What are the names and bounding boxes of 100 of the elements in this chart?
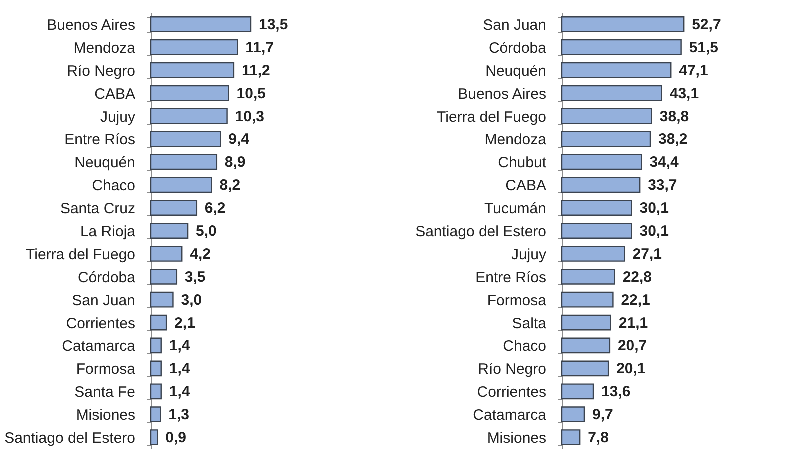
bar xyxy=(150,223,189,239)
data-label: 13,6 xyxy=(602,384,631,401)
data-label: 0,9 xyxy=(166,430,187,447)
bar xyxy=(150,154,218,170)
data-label: 3,0 xyxy=(181,292,202,309)
data-label: 1,4 xyxy=(169,338,191,355)
bar xyxy=(561,200,632,216)
data-label: 1,4 xyxy=(169,384,191,401)
bar xyxy=(150,246,183,262)
bar xyxy=(150,108,228,124)
y-tick-label: La Rioja xyxy=(80,224,136,240)
data-label: 52,7 xyxy=(692,16,722,34)
bar xyxy=(150,85,230,102)
y-tick-label: Formosa xyxy=(487,292,548,310)
y-tick-label: Santa Cruz xyxy=(60,200,136,218)
bar xyxy=(561,62,672,78)
data-label: 1,3 xyxy=(168,406,190,424)
bar xyxy=(150,360,162,377)
bar xyxy=(150,338,162,354)
data-label: 8,9 xyxy=(224,154,246,172)
y-tick-label: Catamarca xyxy=(62,338,136,356)
bar xyxy=(561,338,611,354)
y-tick-label: Neuquén xyxy=(74,154,136,172)
bar xyxy=(150,131,222,148)
y-tick-label: CABA xyxy=(94,86,136,103)
y-tick-label: Salta xyxy=(512,315,548,332)
data-label: 33,7 xyxy=(648,177,678,194)
bar xyxy=(150,268,178,285)
bar xyxy=(561,360,610,377)
y-tick-label: Neuquén xyxy=(486,62,546,80)
data-label: 8,2 xyxy=(220,177,241,194)
y-tick-label: Córdoba xyxy=(488,40,548,57)
data-label: 9,7 xyxy=(592,406,614,424)
data-label: 22,8 xyxy=(622,268,652,286)
data-label: 47,1 xyxy=(679,62,708,80)
bar xyxy=(561,430,581,446)
bar xyxy=(561,223,632,239)
y-tick-label: Corrientes xyxy=(477,384,546,402)
y-tick-label: Buenos Aires xyxy=(47,16,136,34)
data-label: 51,5 xyxy=(689,39,719,56)
bar xyxy=(150,16,252,32)
bar xyxy=(150,39,238,56)
y-tick-label: San Juan xyxy=(72,292,136,310)
y-tick-label: Jujuy xyxy=(511,246,547,264)
y-tick-label: Catamarca xyxy=(473,407,548,424)
data-label: 1,4 xyxy=(169,360,191,378)
data-label: 11,2 xyxy=(242,62,270,80)
y-tick-label: Chubut xyxy=(498,154,548,172)
data-label: 22,1 xyxy=(621,292,650,309)
y-tick-label: Chaco xyxy=(503,338,546,356)
y-tick-label: Río Negro xyxy=(67,62,136,80)
y-tick-label: Buenos Aires xyxy=(458,86,546,103)
y-tick-label: Córdoba xyxy=(78,269,136,286)
bar xyxy=(150,292,174,308)
bar xyxy=(561,154,642,170)
y-tick-label: Mendoza xyxy=(74,40,136,57)
bar xyxy=(561,16,685,32)
y-tick-label: Tierra del Fuego xyxy=(26,246,136,264)
y-tick-label: Santa Fe xyxy=(74,384,136,402)
y-tick-label: Santiago del Estero xyxy=(416,224,546,240)
data-label: 3,5 xyxy=(184,268,206,286)
y-tick-label: San Juan xyxy=(483,16,546,34)
bar xyxy=(561,108,652,124)
bar xyxy=(561,85,662,102)
bar xyxy=(150,62,235,78)
y-tick-label: Mendoza xyxy=(484,132,548,149)
y-tick-label: CABA xyxy=(506,178,546,195)
y-tick-label: Corrientes xyxy=(66,315,136,332)
data-label: 27,1 xyxy=(632,246,662,263)
bar xyxy=(561,292,614,308)
data-label: 6,2 xyxy=(204,200,226,218)
y-tick-label: Formosa xyxy=(76,361,136,378)
bar xyxy=(561,268,616,285)
data-label: 13,5 xyxy=(259,16,288,34)
bar xyxy=(150,384,162,400)
data-label: 34,4 xyxy=(650,154,680,172)
y-tick-label: Tierra del Fuego xyxy=(437,108,546,126)
bar xyxy=(561,39,682,56)
data-label: 4,2 xyxy=(190,246,211,263)
bar xyxy=(561,384,594,400)
bar xyxy=(150,200,198,216)
data-label: 7,8 xyxy=(588,430,609,447)
y-tick-label: Entre Ríos xyxy=(64,132,136,149)
data-label: 5,0 xyxy=(196,223,217,240)
data-label: 20,7 xyxy=(618,338,648,355)
bar xyxy=(561,314,612,331)
data-label: 30,1 xyxy=(640,200,669,218)
data-label: 21,1 xyxy=(618,314,648,332)
bar xyxy=(561,131,652,148)
bar xyxy=(561,406,586,423)
data-label: 2,1 xyxy=(174,314,196,332)
data-label: 30,1 xyxy=(640,223,669,240)
data-label: 10,5 xyxy=(236,85,266,102)
data-label: 20,1 xyxy=(616,360,646,378)
y-tick-label: Chaco xyxy=(92,178,136,195)
y-tick-label: Jujuy xyxy=(100,108,136,126)
bar xyxy=(150,406,162,423)
data-label: 10,3 xyxy=(235,108,264,126)
y-tick-label: Entre Ríos xyxy=(476,269,546,286)
y-tick-label: Misiones xyxy=(487,430,546,448)
